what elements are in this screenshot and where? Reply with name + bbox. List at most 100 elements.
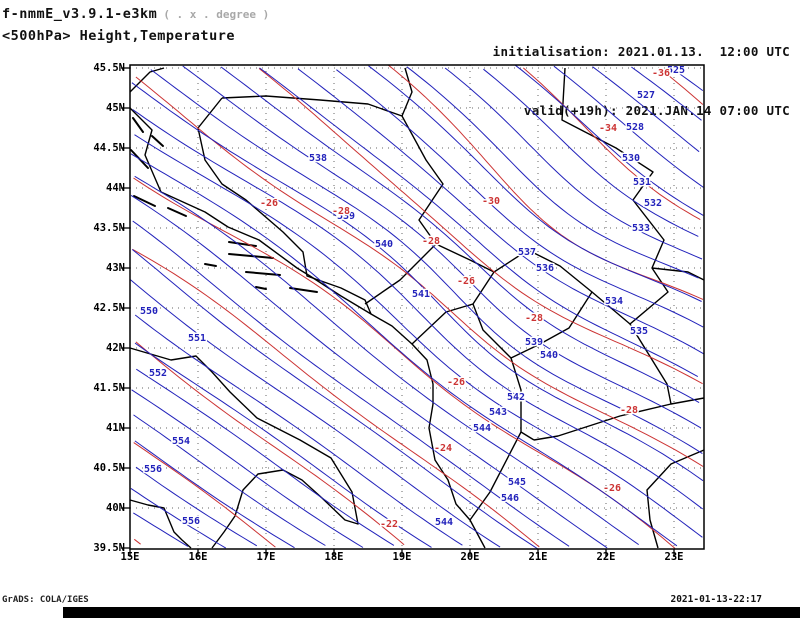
temperature-contour-label: -26 — [603, 483, 621, 494]
height-contour-label: 539 — [337, 211, 355, 222]
height-contour-label: 550 — [140, 306, 158, 317]
height-contour-line — [444, 67, 703, 260]
height-contour-line — [130, 487, 227, 549]
lon-axis-label: 20E — [461, 551, 480, 563]
height-contour-line — [134, 342, 432, 548]
height-contour-label: 535 — [630, 326, 648, 337]
height-contour-label: 544 — [473, 423, 491, 434]
serbia-east-borders — [561, 67, 705, 325]
height-contour-line — [131, 249, 539, 550]
macedonia-borders — [533, 323, 672, 441]
height-contour-label: 537 — [518, 247, 536, 258]
height-contour-label: 552 — [149, 368, 167, 379]
island — [289, 287, 318, 293]
height-contour-line — [135, 466, 258, 547]
height-contour-label: 534 — [605, 296, 623, 307]
height-contour-line — [297, 68, 705, 355]
temperature-contour-label: -28 — [525, 313, 543, 324]
height-contour-label: 551 — [188, 333, 206, 344]
lon-axis-label: 19E — [393, 551, 412, 563]
height-contour-line — [553, 65, 704, 188]
height-contour-line — [336, 69, 704, 328]
temperature-contour-label: -30 — [482, 196, 500, 207]
height-contour-label: 543 — [489, 407, 507, 418]
height-contour-line — [134, 314, 463, 546]
temperature-contour-label: -26 — [457, 276, 475, 287]
header-right: initialisation: 2021.01.13. 12:00 UTC va… — [493, 3, 790, 140]
height-contour-line — [130, 153, 678, 547]
lat-axis-label: 41N — [106, 422, 125, 434]
height-contour-line — [259, 67, 699, 378]
header-left: f-nmmE_v3.9.1-e3km ( . x . degree ) <500h… — [2, 3, 269, 44]
island — [228, 241, 257, 247]
height-contour-line — [483, 68, 699, 237]
temperature-contour-label: -34 — [599, 123, 617, 134]
grads-credit: GrADS: COLA/IGES — [2, 595, 89, 605]
lat-axis-label: 42N — [106, 342, 125, 354]
adriatic-east-coastline — [129, 107, 486, 549]
height-contour-line — [631, 66, 702, 121]
height-contour-label: 528 — [626, 122, 644, 133]
map-frame — [129, 64, 705, 550]
height-contour-line — [136, 368, 395, 546]
height-contour-line — [134, 440, 295, 549]
height-contour-label: 531 — [633, 177, 651, 188]
temperature-contour-label: -22 — [380, 519, 398, 530]
lon-axis-label: 23E — [665, 551, 684, 563]
height-contour-line — [133, 512, 189, 547]
lon-axis-label: 22E — [597, 551, 616, 563]
height-contour-label: 540 — [540, 350, 558, 361]
height-contour-label: 533 — [632, 223, 650, 234]
height-contour-label: 554 — [172, 436, 190, 447]
height-contour-label: 525 — [667, 65, 685, 76]
italy-adriatic-coastline — [129, 347, 359, 549]
height-contour-label: 544 — [435, 517, 453, 528]
initialisation-time: initialisation: 2021.01.13. 12:00 UTC — [492, 44, 790, 59]
height-contour-line — [368, 65, 702, 302]
temperature-contour-label: -26 — [260, 198, 278, 209]
slovenia-croatia-border — [129, 67, 165, 93]
temperature-contour-label: -28 — [620, 405, 638, 416]
lon-axis-label: 15E — [121, 551, 140, 563]
temperature-contour-label: -28 — [422, 236, 440, 247]
lat-axis-label: 43N — [106, 262, 125, 274]
island — [132, 117, 144, 133]
lon-axis-label: 17E — [257, 551, 276, 563]
lat-axis-label: 40.5N — [93, 462, 125, 474]
temperature-contour-label: -24 — [434, 443, 452, 454]
height-contour-line — [182, 65, 702, 429]
temperature-contour-label: -36 — [652, 68, 670, 79]
height-contour-line — [131, 389, 364, 548]
height-contour-label: 538 — [309, 153, 327, 164]
height-contour-line — [132, 109, 703, 510]
height-contour-label: 532 — [644, 198, 662, 209]
lat-axis-label: 43.5N — [93, 222, 125, 234]
lat-axis-label: 41.5N — [93, 382, 125, 394]
lat-axis-label: 42.5N — [93, 302, 125, 314]
height-contour-label: 527 — [637, 90, 655, 101]
model-resolution-note: ( . x . degree ) — [163, 8, 270, 21]
temperature-contour-line — [135, 76, 704, 467]
island — [255, 286, 267, 290]
island — [245, 271, 281, 276]
height-contour-line — [133, 414, 326, 546]
height-contour-line — [131, 82, 704, 482]
temperature-contour-line — [659, 68, 704, 105]
temperature-contour-line — [133, 538, 141, 545]
height-contour-label: 540 — [375, 239, 393, 250]
height-contour-label: 530 — [622, 153, 640, 164]
height-contour-line — [134, 134, 703, 538]
height-contour-label: 556 — [144, 464, 162, 475]
italy-tyrrhenian-coastline — [129, 499, 192, 549]
island — [151, 135, 164, 147]
island — [228, 253, 274, 259]
height-contour-line — [134, 175, 639, 546]
map-frame-rect — [129, 64, 705, 550]
height-contour-label: 536 — [536, 263, 554, 274]
valid-time: valid(+19h): 2021.JAN.14 07:00 UTC — [523, 103, 790, 118]
axis-labels: 45.5N 45N 44.5N 44N 43.5N 43N 42.5N 42N 41.5N 41N… — [93, 62, 683, 563]
height-contour-label: 542 — [507, 392, 525, 403]
temperature-contour-label: -28 — [332, 206, 350, 217]
lat-axis-label: 45N — [106, 102, 125, 114]
